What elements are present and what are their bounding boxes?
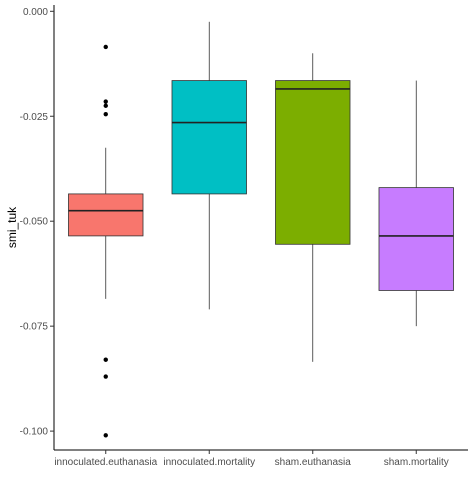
x-tick-label: sham.euthanasia	[275, 457, 352, 468]
y-tick-label: 0.000	[23, 7, 48, 18]
outlier-point	[103, 111, 108, 117]
box-innoculated-euthanasia	[68, 44, 144, 438]
box-body	[68, 193, 144, 237]
x-tick-label: innoculated.mortality	[163, 457, 255, 468]
x-tick-label: innoculated.euthanasia	[54, 457, 157, 468]
outlier-point	[103, 374, 108, 379]
y-tick-label: -0.050	[20, 217, 49, 228]
outlier-point	[103, 44, 108, 50]
box-innoculated-mortality	[171, 21, 247, 310]
y-axis-title: smi_tuk	[5, 206, 19, 248]
y-tick-label: -0.075	[20, 322, 49, 333]
plot-area	[68, 21, 454, 438]
y-tick-label: -0.100	[20, 427, 49, 438]
x-tick-label: sham.mortality	[384, 457, 449, 468]
box-body	[275, 80, 351, 245]
y-tick-label: -0.025	[20, 112, 49, 123]
box-body	[378, 187, 454, 291]
box-body	[171, 80, 247, 195]
x-axis-ticks: innoculated.euthanasia innoculated.mortal…	[54, 450, 449, 468]
outlier-point	[103, 103, 108, 108]
box-sham-euthanasia	[275, 53, 351, 362]
y-axis-ticks: 0.000 -0.025 -0.050 -0.075 -0.100	[20, 7, 54, 438]
outlier-point	[103, 357, 108, 362]
box-sham-mortality	[378, 80, 454, 327]
outlier-point	[103, 433, 108, 438]
outlier-point	[103, 99, 108, 104]
